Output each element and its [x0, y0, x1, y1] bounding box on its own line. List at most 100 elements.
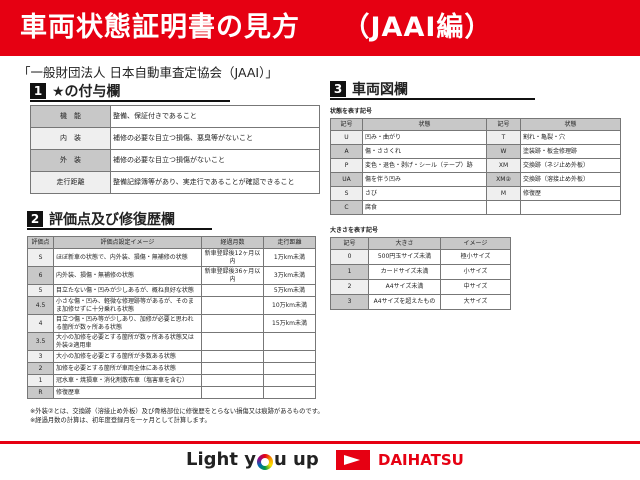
daihatsu-mark-icon — [336, 450, 370, 470]
table-cell: 大サイズ — [440, 294, 511, 310]
table-row: 2 A4サイズ未満 中サイズ — [330, 279, 511, 295]
header-row: 記号 状態 記号 状態 — [330, 118, 621, 131]
table-cell: XM② — [486, 172, 521, 187]
table-cell: 交換跡（溶接止め外板） — [520, 172, 621, 187]
table-cell: 5万km未満 — [263, 284, 316, 297]
table-cell: 10万km未満 — [263, 296, 316, 315]
table-cell: 目立つ傷・凹み等が少しあり、加修が必要と思われる箇所が数ヶ所ある状態 — [53, 314, 202, 333]
table-cell — [486, 200, 521, 215]
table-row: 2 加修を必要とする箇所が車両全体にある状態 — [27, 362, 316, 375]
table-row: U 凹み・曲がり T 割れ・亀裂・穴 — [330, 130, 621, 145]
slogan-text: Light y — [186, 449, 256, 470]
section-title: 車両図欄 — [352, 82, 408, 98]
section1-heading: 1 ★の付与欄 — [30, 82, 230, 102]
column-header: 状態 — [520, 118, 621, 131]
table-cell: UA — [330, 172, 363, 187]
header-row: 評価点 評価点設定イメージ 経過月数 走行距離 — [27, 236, 316, 249]
table-cell — [201, 296, 264, 315]
table-cell: 整備記録簿等があり、実走行であることが確認できること — [110, 171, 320, 194]
table-cell: 整備、保証付きであること — [110, 105, 320, 128]
section2-heading: 2 評価点及び修復歴欄 — [27, 210, 212, 230]
table-cell: 修復歴 — [520, 186, 621, 201]
table-cell: 3 — [330, 294, 369, 310]
footnote: ※外装②とは、交換跡（溶接止め外板）及び骨格部位に修復歴をとらない損傷又は痕跡が… — [30, 408, 324, 415]
section-title: ★の付与欄 — [52, 84, 121, 100]
table-cell: M — [486, 186, 521, 201]
table-row: 0 500円玉サイズ未満 極小サイズ — [330, 249, 511, 265]
table-cell — [263, 350, 316, 363]
table-cell: 割れ・亀裂・穴 — [520, 130, 621, 145]
table-cell: 1万km未満 — [263, 248, 316, 267]
table-cell: XM — [486, 158, 521, 173]
table-cell: 修復歴車 — [53, 386, 202, 399]
column-header: 評価点 — [27, 236, 54, 249]
table-row: 3.5 大小の加修を必要とする箇所が数ヶ所ある状態又は外装②適用車 — [27, 332, 316, 351]
table-row: 1 冠水車・焼損車・消化剤散布車（塩害車を含む） — [27, 374, 316, 387]
table-row: 4.5 小さな傷・凹み、軽微な修理跡等があるが、そのまま加修せずに十分乗れる状態 1… — [27, 296, 316, 315]
table-cell: 中サイズ — [440, 279, 511, 295]
column-header: イメージ — [440, 237, 511, 250]
table-cell: P — [330, 158, 363, 173]
table-row: 5 目立たない傷・凹みが少しあるが、概ね良好な状態 5万km未満 — [27, 284, 316, 297]
table-cell: 外 装 — [30, 149, 111, 172]
table-cell: 極小サイズ — [440, 249, 511, 265]
table-cell: 傷・ささくれ — [362, 144, 487, 159]
section3-column: 3 車両図欄 状態を表す記号 記号 状態 記号 状態 U 凹み・曲がり T 割れ・亀裂・穴 A 傷・… — [330, 80, 621, 310]
table-cell: 小さな傷・凹み、軽微な修理跡等があるが、そのまま加修せずに十分乗れる状態 — [53, 296, 202, 315]
table-cell: 0 — [330, 249, 369, 265]
state-caption: 状態を表す記号 — [330, 108, 373, 115]
divider — [0, 441, 640, 444]
section-number: 1 — [30, 83, 46, 99]
column-header: 状態 — [362, 118, 487, 131]
table-cell: 腐食 — [362, 200, 487, 215]
table-cell: 大小の加修を必要とする箇所が多数ある状態 — [53, 350, 202, 363]
column-header: 記号 — [330, 118, 363, 131]
column-header: 走行距離 — [263, 236, 316, 249]
table-cell: 1 — [27, 374, 54, 387]
table-row: S さび M 修復歴 — [330, 186, 621, 201]
table-cell: 新車登録後36ヶ月以内 — [201, 266, 264, 285]
table-cell — [201, 284, 264, 297]
table-cell: 大小の加修を必要とする箇所が数ヶ所ある状態又は外装②適用車 — [53, 332, 202, 351]
table-cell: W — [486, 144, 521, 159]
table-cell — [263, 386, 316, 399]
table-cell: 6 — [27, 266, 54, 285]
table-cell: 4.5 — [27, 296, 54, 315]
table-row: 3 大小の加修を必要とする箇所が多数ある状態 — [27, 350, 316, 363]
table-cell: 5 — [27, 284, 54, 297]
table-cell — [263, 332, 316, 351]
section-title: 評価点及び修復歴欄 — [49, 212, 175, 228]
table-cell: 機 能 — [30, 105, 111, 128]
table-cell: A4サイズを超えたもの — [368, 294, 441, 310]
footnote: ※経過月数の計算は、初年度登録月を一ヶ月として計算します。 — [30, 417, 211, 424]
section3-heading: 3 車両図欄 — [330, 80, 535, 100]
table-cell — [201, 332, 264, 351]
section2-column: 2 評価点及び修復歴欄 評価点 評価点設定イメージ 経過月数 走行距離 S ほぼ新車の状態で… — [27, 210, 627, 425]
table-cell: A4サイズ未満 — [368, 279, 441, 295]
rainbow-ring-icon — [256, 453, 273, 470]
table-row: 外 装補修の必要な目立つ損傷がないこと — [30, 149, 320, 172]
table-cell: 新車登録後12ヶ月以内 — [201, 248, 264, 267]
table-cell: 塗装跡・板金修理跡 — [520, 144, 621, 159]
table-cell — [201, 386, 264, 399]
star-table: 機 能整備、保証付きであること内 装補修の必要な目立つ損傷、悪臭等がないこと外 … — [30, 105, 320, 194]
table-cell: 走行距離 — [30, 171, 111, 194]
size-table: 記号 大きさ イメージ 0 500円玉サイズ未満 極小サイズ 1 カードサイズ未満 小サイズ 2 A… — [330, 237, 511, 310]
table-cell: 加修を必要とする箇所が車両全体にある状態 — [53, 362, 202, 375]
table-cell — [263, 362, 316, 375]
table-cell: 傷を伴う凹み — [362, 172, 487, 187]
table-cell: 3 — [27, 350, 54, 363]
slogan-logo: Light y u up — [186, 449, 319, 470]
table-cell: 2 — [27, 362, 54, 375]
table-cell — [201, 314, 264, 333]
size-caption: 大きさを表す記号 — [330, 227, 379, 234]
table-row: 3 A4サイズを超えたもの 大サイズ — [330, 294, 511, 310]
column-header: 記号 — [486, 118, 521, 131]
table-row: 機 能整備、保証付きであること — [30, 105, 320, 128]
table-row: P 変色・退色・剥げ・シール（テープ）跡 XM 交換跡（ネジ止め外板） — [330, 158, 621, 173]
table-cell — [263, 374, 316, 387]
table-cell: R — [27, 386, 54, 399]
table-cell: U — [330, 130, 363, 145]
table-row: A 傷・ささくれ W 塗装跡・板金修理跡 — [330, 144, 621, 159]
table-row: S ほぼ新車の状態で、内外装、損傷・無補修の状態 新車登録後12ヶ月以内 1万km未満 — [27, 248, 316, 267]
